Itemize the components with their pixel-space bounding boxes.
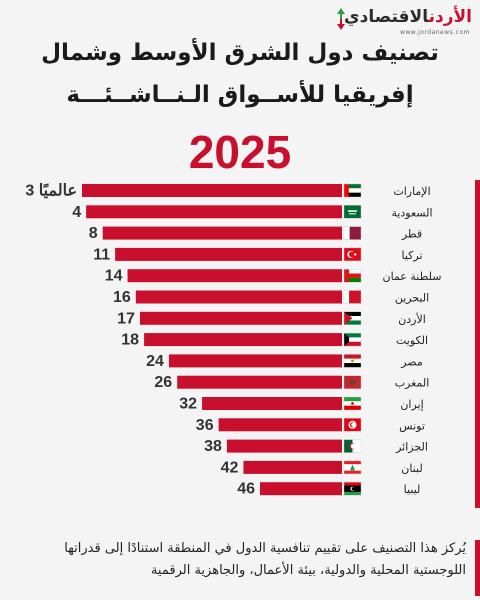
bar-row: 3 عالميًا الإمارات (25, 183, 430, 200)
bar-value-label: 32 (179, 396, 197, 413)
bar-value-label: 26 (154, 374, 172, 391)
country-label: المغرب (395, 377, 430, 390)
bar (243, 460, 342, 474)
bar-value-label: 4 (72, 204, 81, 221)
bar (102, 226, 342, 240)
bar-row: 17 الأردن (117, 310, 426, 327)
bar-value-label: 42 (221, 459, 239, 476)
bar (139, 311, 342, 325)
bar (144, 333, 342, 347)
egypt-flag (343, 354, 362, 368)
bar-row: 38 الجزائر (204, 438, 428, 455)
bar-row: 18 الكويت (121, 332, 428, 349)
bar-value-label: 46 (237, 481, 255, 498)
bar-row: 26 المغرب (154, 374, 429, 391)
bahrain-flag (343, 290, 362, 304)
bar-row: 24 مصر (146, 353, 423, 370)
tunisia-flag (343, 418, 362, 432)
bar-row: 16 البحرين (113, 289, 429, 306)
bar (168, 354, 342, 368)
bar-value-label: 3 عالميًا (25, 183, 77, 200)
bar (260, 482, 342, 496)
country-label: الأردن (398, 312, 426, 326)
country-label: الإمارات (393, 185, 430, 198)
oman-flag (343, 269, 362, 283)
saudi-flag (343, 205, 362, 219)
iran-flag (343, 396, 362, 411)
kuwait-flag (343, 332, 362, 347)
chart-accent-line (475, 180, 480, 508)
jordan-flag (343, 311, 362, 325)
bar (218, 418, 342, 432)
country-label: الكويت (396, 334, 428, 347)
bar-row: 32 إيران (179, 396, 423, 413)
bar-value-label: 8 (89, 225, 98, 242)
bar-row: 11 تركيا (93, 246, 422, 263)
uae-flag (343, 183, 362, 198)
country-label: تركيا (401, 249, 422, 262)
country-label: الجزائر (395, 441, 428, 454)
bar-row: 42 لبنان (221, 459, 423, 476)
bar-value-label: 38 (204, 438, 222, 455)
bar-value-label: 18 (121, 332, 139, 349)
bar (115, 247, 343, 261)
bar-value-label: 36 (196, 417, 214, 434)
bar (86, 205, 343, 219)
bar (202, 397, 342, 410)
country-label: ليبيا (404, 483, 421, 496)
bar-row: 46 ليبيا (237, 481, 420, 498)
bar-row: 14 سلطنة عمان (105, 268, 442, 285)
logo-word-dark: الاقتصادي (344, 7, 429, 27)
logo: الأردنالاقتصادي www.jordanews.com (337, 6, 472, 40)
lebanon-flag (343, 460, 362, 475)
logo-word-red: الأردن (428, 7, 472, 27)
morocco-flag (343, 375, 362, 389)
page-title-line1: تصنيف دول الشرق الأوسط وشمال (41, 40, 439, 66)
bar-value-label: 16 (113, 289, 131, 306)
country-label: السعودية (391, 206, 432, 219)
bar-value-label: 24 (146, 353, 164, 370)
bar (177, 375, 342, 389)
country-label: البحرين (395, 292, 429, 305)
bar-row: 4 السعودية (72, 204, 432, 221)
turkey-flag (343, 247, 362, 262)
libya-flag (343, 482, 362, 496)
qatar-flag (343, 226, 362, 240)
footnote: يُركز هذا التصنيف على تقييم تنافسية الدو… (64, 541, 466, 578)
country-label: تونس (399, 419, 425, 432)
bar (127, 269, 342, 283)
bar-value-label: 11 (93, 246, 110, 263)
bar (226, 439, 342, 453)
note-accent-line (475, 540, 480, 596)
page-title-line2: إفريقيا للأســواق الـنــاشــئـــة (66, 82, 414, 108)
country-label: مصر (400, 355, 423, 368)
bar (82, 184, 342, 197)
country-label: إيران (400, 398, 423, 411)
country-label: لبنان (401, 462, 422, 475)
bar-row: 8 قطر (89, 225, 422, 242)
year-heading: 2025 (188, 126, 292, 178)
algeria-flag (343, 439, 362, 453)
bar-value-label: 14 (105, 268, 123, 285)
country-label: قطر (401, 228, 422, 241)
bar-value-label: 17 (117, 310, 135, 327)
logo-url: www.jordanews.com (399, 29, 470, 36)
country-label: سلطنة عمان (383, 270, 442, 283)
bar (135, 290, 342, 304)
up-down-arrow-icon (337, 8, 345, 30)
bar-row: 36 تونس (196, 417, 425, 434)
